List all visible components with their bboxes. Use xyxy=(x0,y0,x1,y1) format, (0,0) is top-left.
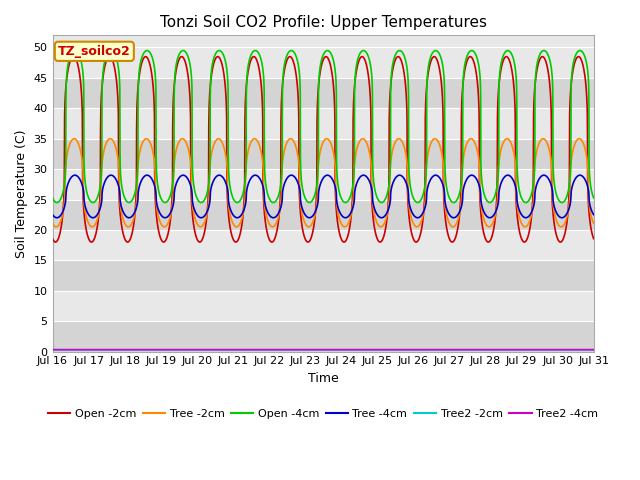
Tree2 -2cm xyxy=(256,347,264,353)
Legend: Open -2cm, Tree -2cm, Open -4cm, Tree -4cm, Tree2 -2cm, Tree2 -4cm: Open -2cm, Tree -2cm, Open -4cm, Tree -4… xyxy=(44,405,602,423)
Open -2cm xyxy=(590,236,598,241)
Tree -2cm xyxy=(143,136,150,142)
Tree -4cm xyxy=(53,215,61,221)
Tree -4cm xyxy=(280,183,287,189)
Bar xyxy=(52,230,594,260)
Bar xyxy=(52,48,594,78)
Tree2 -4cm xyxy=(590,347,598,353)
Bar xyxy=(52,108,594,139)
Open -4cm xyxy=(280,67,287,72)
X-axis label: Time: Time xyxy=(308,372,339,385)
Open -2cm xyxy=(52,239,60,245)
Bar xyxy=(52,169,594,200)
Tree -2cm xyxy=(111,141,118,146)
Open -2cm xyxy=(143,54,150,60)
Tree -4cm xyxy=(257,176,264,182)
Bar xyxy=(52,260,594,291)
Line: Tree -2cm: Tree -2cm xyxy=(52,139,594,227)
Tree -2cm xyxy=(579,141,587,146)
Tree -4cm xyxy=(143,172,150,178)
Open -4cm xyxy=(143,48,150,53)
Tree -4cm xyxy=(579,174,587,180)
Tree -2cm xyxy=(590,220,598,226)
Open -2cm xyxy=(111,64,118,70)
Tree2 -2cm xyxy=(143,347,150,353)
Open -4cm xyxy=(111,50,118,56)
Y-axis label: Soil Temperature (C): Soil Temperature (C) xyxy=(15,129,28,258)
Bar xyxy=(52,291,594,321)
Open -4cm xyxy=(521,200,529,205)
Line: Open -4cm: Open -4cm xyxy=(52,50,594,203)
Tree -2cm xyxy=(280,151,287,156)
Tree -4cm xyxy=(49,212,56,217)
Open -4cm xyxy=(576,48,584,53)
Tree2 -2cm xyxy=(590,347,598,353)
Tree2 -4cm xyxy=(579,347,587,353)
Tree -4cm xyxy=(111,174,118,180)
Tree -2cm xyxy=(521,224,529,230)
Open -2cm xyxy=(575,54,582,60)
Tree -4cm xyxy=(576,172,584,178)
Open -4cm xyxy=(49,195,56,201)
Line: Tree -4cm: Tree -4cm xyxy=(52,175,594,218)
Text: TZ_soilco2: TZ_soilco2 xyxy=(58,45,131,58)
Tree2 -2cm xyxy=(579,347,587,353)
Tree2 -2cm xyxy=(521,347,529,353)
Tree2 -4cm xyxy=(521,347,529,353)
Open -4cm xyxy=(53,200,61,205)
Bar xyxy=(52,200,594,230)
Tree2 -2cm xyxy=(280,347,287,353)
Bar xyxy=(52,321,594,351)
Tree -2cm xyxy=(575,136,583,142)
Tree2 -4cm xyxy=(143,347,150,353)
Bar xyxy=(52,139,594,169)
Tree2 -4cm xyxy=(49,347,56,353)
Open -2cm xyxy=(280,72,287,78)
Tree2 -2cm xyxy=(111,347,118,353)
Open -4cm xyxy=(579,50,587,56)
Tree2 -4cm xyxy=(111,347,118,353)
Open -4cm xyxy=(590,195,598,201)
Line: Open -2cm: Open -2cm xyxy=(52,57,594,242)
Tree -2cm xyxy=(52,224,60,230)
Open -2cm xyxy=(49,236,56,241)
Tree -2cm xyxy=(257,145,264,151)
Open -2cm xyxy=(579,64,587,70)
Bar xyxy=(52,78,594,108)
Tree -4cm xyxy=(521,215,529,220)
Tree -4cm xyxy=(590,212,598,217)
Tree2 -2cm xyxy=(49,347,56,353)
Open -2cm xyxy=(257,73,264,79)
Tree -2cm xyxy=(49,220,56,226)
Tree2 -4cm xyxy=(256,347,264,353)
Title: Tonzi Soil CO2 Profile: Upper Temperatures: Tonzi Soil CO2 Profile: Upper Temperatur… xyxy=(159,15,486,30)
Tree2 -4cm xyxy=(280,347,287,353)
Open -2cm xyxy=(521,239,529,245)
Open -4cm xyxy=(257,54,264,60)
